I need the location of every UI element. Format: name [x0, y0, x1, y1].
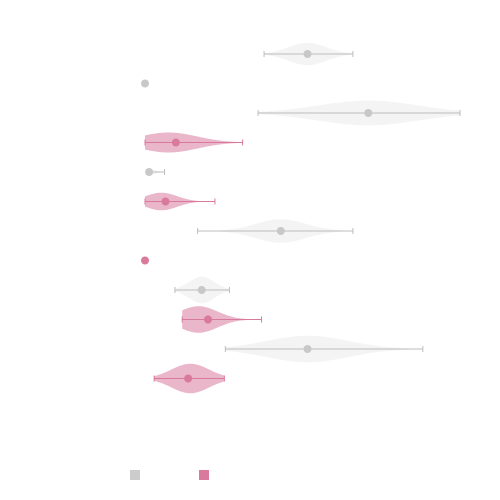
median-point — [197, 286, 206, 294]
violin-row — [181, 306, 263, 333]
median-point — [276, 227, 285, 235]
violin-row — [153, 363, 225, 394]
median-point — [145, 168, 154, 176]
violin-row — [144, 192, 216, 211]
violin-row — [174, 276, 230, 304]
violin-row — [224, 335, 424, 363]
violin-row — [145, 168, 166, 176]
legend-swatch — [199, 470, 209, 480]
median-point — [171, 138, 180, 147]
median-point — [303, 345, 312, 353]
violin-row — [144, 132, 244, 153]
median-point — [161, 197, 170, 206]
plot-area — [141, 42, 461, 394]
violin-row — [141, 256, 149, 265]
median-point — [141, 79, 149, 88]
median-point — [184, 374, 193, 383]
median-point — [364, 109, 373, 117]
legend-swatch — [130, 470, 140, 480]
median-point — [204, 315, 212, 324]
median-point — [303, 50, 312, 58]
violin-row — [257, 100, 461, 126]
violin-row — [197, 219, 354, 243]
violin-row — [263, 42, 354, 66]
violin-row — [141, 79, 149, 88]
median-point — [141, 256, 149, 265]
